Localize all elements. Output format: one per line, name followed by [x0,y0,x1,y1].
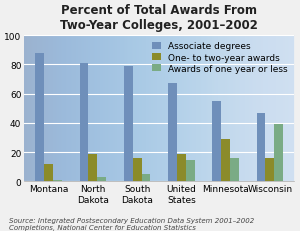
Bar [35,53,44,182]
Bar [256,113,266,182]
Bar [142,174,150,182]
Bar [124,67,133,182]
Text: Source: Integrated Postsecondary Education Data System 2001–2002
Completions, Na: Source: Integrated Postsecondary Educati… [9,217,254,230]
Bar [230,158,239,182]
Bar [133,158,142,182]
Bar [266,158,274,182]
Title: Percent of Total Awards From
Two-Year Colleges, 2001–2002: Percent of Total Awards From Two-Year Co… [60,4,258,32]
Bar [221,140,230,182]
Bar [177,154,186,182]
Bar [53,180,62,182]
Bar [186,160,195,182]
Bar [97,177,106,182]
Bar [44,164,53,182]
Bar [80,64,88,182]
Bar [88,154,97,182]
Legend: Associate degrees, One- to two-year awards, Awards of one year or less: Associate degrees, One- to two-year awar… [150,40,290,76]
Bar [212,102,221,182]
Bar [274,125,283,182]
Bar [168,84,177,182]
